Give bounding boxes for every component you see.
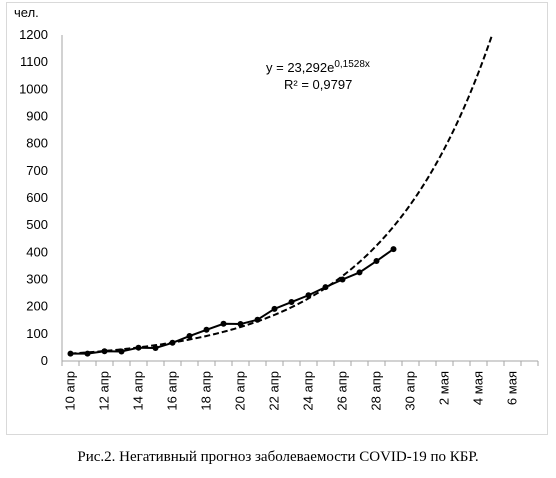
x-tick-label: 20 апр bbox=[233, 371, 248, 411]
data-point bbox=[220, 320, 227, 327]
trend-equation-base: y = 23,292e bbox=[266, 60, 334, 75]
series-line bbox=[70, 248, 395, 355]
chart: чел. 0 100 200 300 400 500 600 700 800 900 1000 110… bbox=[14, 5, 539, 411]
y-tick-label: 400 bbox=[26, 244, 48, 259]
x-tick-label: 26 апр bbox=[335, 371, 350, 411]
data-point bbox=[288, 299, 295, 306]
x-tick-label: 24 апр bbox=[301, 371, 316, 411]
x-tick-label: 4 мая bbox=[471, 371, 486, 405]
data-point bbox=[203, 326, 210, 333]
x-tick-label: 18 апр bbox=[199, 371, 214, 411]
data-point bbox=[271, 305, 278, 312]
x-tick-label: 14 апр bbox=[131, 371, 146, 411]
x-tick-label: 16 апр bbox=[165, 371, 180, 411]
x-tick-label: 2 мая bbox=[437, 371, 452, 405]
y-tick-label: 600 bbox=[26, 190, 48, 205]
y-tick-label: 500 bbox=[26, 217, 48, 232]
trendline-dashed bbox=[70, 34, 494, 355]
y-tick-label: 300 bbox=[26, 272, 48, 287]
data-point bbox=[186, 333, 193, 340]
chart-frame bbox=[6, 2, 548, 435]
data-point bbox=[254, 316, 261, 323]
y-tick-label: 100 bbox=[26, 326, 48, 341]
y-tick-label: 1000 bbox=[19, 81, 48, 96]
y-tick-label: 800 bbox=[26, 136, 48, 151]
data-point bbox=[84, 350, 91, 357]
data-point bbox=[135, 344, 142, 351]
data-point bbox=[237, 321, 244, 328]
data-point bbox=[373, 258, 380, 265]
x-tick-label: 10 апр bbox=[63, 371, 78, 411]
y-tick-label: 700 bbox=[26, 163, 48, 178]
x-tick-label: 12 апр bbox=[97, 371, 112, 411]
data-point bbox=[339, 276, 346, 283]
y-axis-label: чел. bbox=[14, 5, 39, 20]
data-point bbox=[390, 246, 397, 253]
data-point bbox=[305, 292, 312, 299]
data-point bbox=[322, 284, 329, 291]
x-tick-label: 6 мая bbox=[505, 371, 520, 405]
data-point bbox=[118, 348, 125, 355]
x-tick-label: 28 апр bbox=[369, 371, 384, 411]
y-tick-label: 1100 bbox=[20, 54, 48, 69]
data-point bbox=[152, 344, 159, 351]
y-tick-label: 900 bbox=[26, 109, 48, 124]
data-point bbox=[169, 339, 176, 346]
data-point bbox=[67, 350, 74, 357]
trend-r-squared: R² = 0,9797 bbox=[284, 77, 352, 92]
data-point bbox=[356, 269, 363, 276]
x-tick-label: 30 апр bbox=[403, 371, 418, 411]
trend-equation-exponent: 0,1528x bbox=[334, 59, 370, 70]
y-tick-label: 1200 bbox=[19, 27, 48, 42]
data-point bbox=[101, 348, 108, 355]
y-tick-label: 0 bbox=[41, 353, 48, 368]
x-tick-label: 22 апр bbox=[267, 371, 282, 411]
figure-caption: Рис.2. Негативный прогноз заболеваемости… bbox=[77, 449, 479, 465]
trend-equation: y = 23,292e0,1528x bbox=[266, 59, 370, 75]
y-tick-label: 200 bbox=[26, 299, 48, 314]
